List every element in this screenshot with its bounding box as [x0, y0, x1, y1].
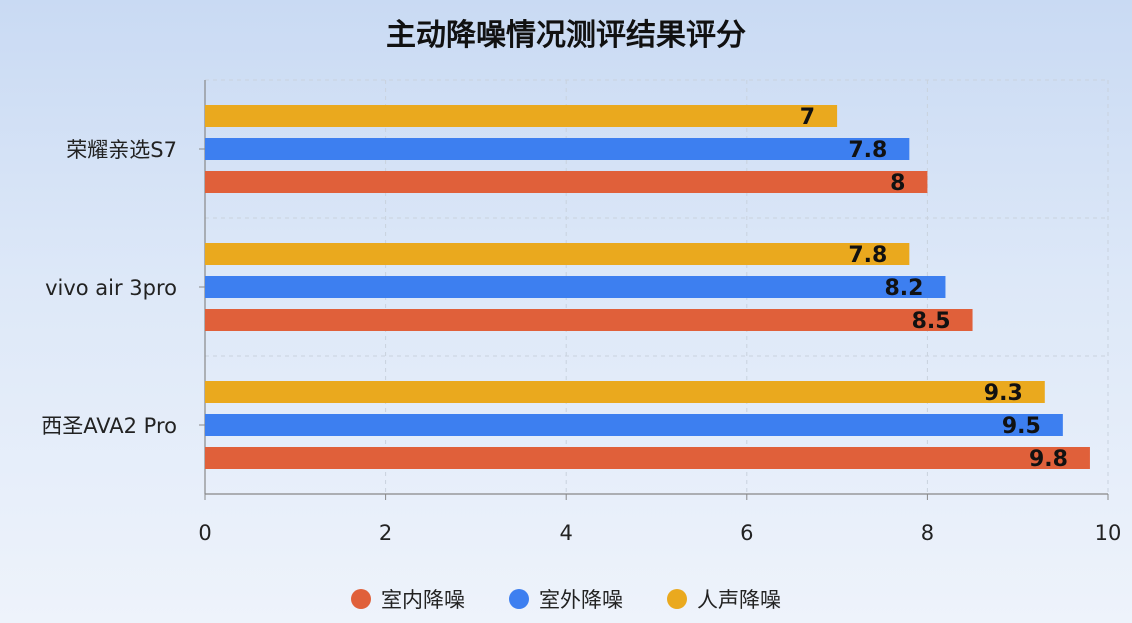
data-label: 7.8: [848, 138, 887, 163]
legend-dot-icon: [509, 589, 529, 609]
bar: [205, 105, 838, 127]
data-label: 9.8: [1029, 447, 1068, 472]
legend-item[interactable]: 室外降噪: [509, 584, 623, 614]
bar: [205, 276, 946, 298]
bar: [205, 243, 910, 265]
bar: [205, 309, 973, 331]
legend-label: 室内降噪: [381, 588, 465, 612]
bar: [205, 414, 1063, 436]
bar: [205, 381, 1045, 403]
bar: [205, 447, 1090, 469]
data-label: 8.2: [884, 276, 923, 301]
data-label: 8: [890, 171, 905, 196]
legend-item[interactable]: 人声降噪: [667, 584, 781, 614]
category-label: 西圣AVA2 Pro: [41, 414, 177, 438]
data-label: 9.5: [1002, 414, 1041, 439]
legend-label: 人声降噪: [697, 588, 781, 612]
category-label: vivo air 3pro: [45, 276, 177, 300]
data-label: 8.5: [912, 309, 951, 334]
bar: [205, 171, 928, 193]
legend-dot-icon: [351, 589, 371, 609]
x-tick-label: 6: [740, 521, 753, 545]
x-tick-label: 2: [379, 521, 392, 545]
x-tick-label: 8: [921, 521, 934, 545]
x-tick-label: 10: [1095, 521, 1122, 545]
x-tick-label: 4: [560, 521, 573, 545]
data-label: 7: [800, 105, 815, 130]
legend-label: 室外降噪: [539, 588, 623, 612]
data-label: 7.8: [848, 243, 887, 268]
x-tick-label: 0: [198, 521, 211, 545]
category-label: 荣耀亲选S7: [66, 138, 177, 162]
chart-title: 主动降噪情况测评结果评分: [386, 18, 746, 53]
legend-dot-icon: [667, 589, 687, 609]
data-label: 9.3: [984, 381, 1023, 406]
chart-legend: 室内降噪 室外降噪 人声降噪: [0, 584, 1132, 614]
legend-item[interactable]: 室内降噪: [351, 584, 465, 614]
bar: [205, 138, 910, 160]
